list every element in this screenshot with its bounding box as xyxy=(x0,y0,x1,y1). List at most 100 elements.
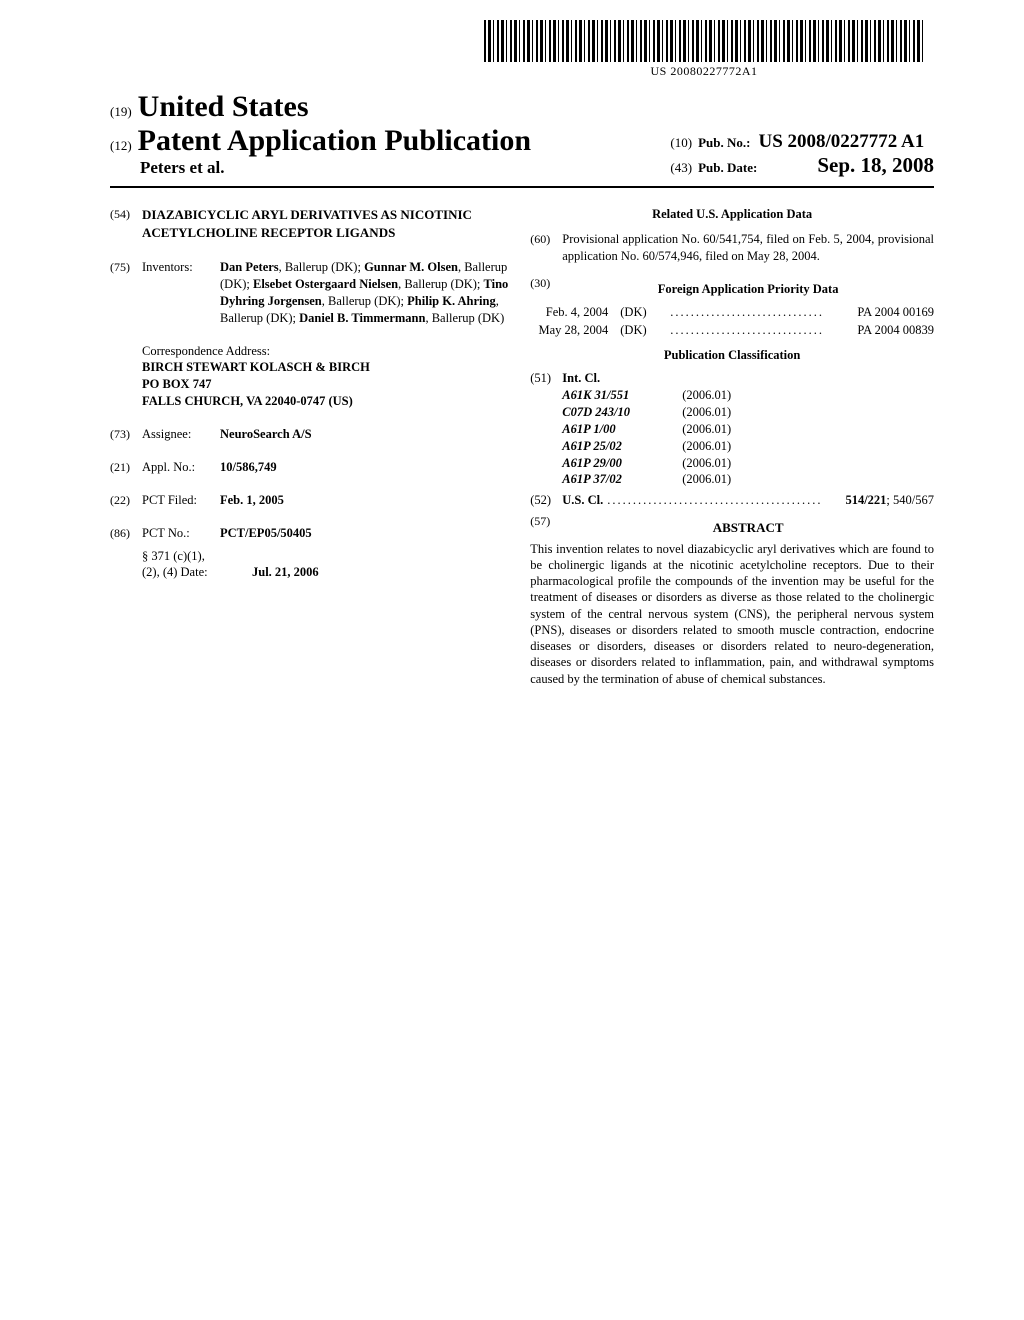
correspondence-name: BIRCH STEWART KOLASCH & BIRCH xyxy=(142,359,512,376)
foreign-row: Feb. 4, 2004(DK)........................… xyxy=(530,304,934,321)
abstract-title-row: (57) ABSTRACT xyxy=(530,513,934,541)
intcl-code: C07D 243/10 xyxy=(562,404,682,421)
code-30: (30) xyxy=(530,275,562,304)
intcl-list: A61K 31/551(2006.01)C07D 243/10(2006.01)… xyxy=(562,387,934,488)
code-22: (22) xyxy=(110,492,142,509)
code-57: (57) xyxy=(530,513,562,541)
header-block: (19) United States (12) Patent Applicati… xyxy=(110,90,934,188)
invention-title: DIAZABICYCLIC ARYL DERIVATIVES AS NICOTI… xyxy=(142,206,512,241)
s371-row: § 371 (c)(1), (2), (4) Date: Jul. 21, 20… xyxy=(110,548,512,582)
assignee-label: Assignee: xyxy=(142,426,220,443)
intcl-year: (2006.01) xyxy=(682,471,934,488)
publication-type: Patent Application Publication xyxy=(138,124,531,158)
foreign-country: (DK) xyxy=(620,322,670,339)
intcl-year: (2006.01) xyxy=(682,455,934,472)
intcl-item: A61P 29/00(2006.01) xyxy=(562,455,934,472)
code-12: (12) xyxy=(110,138,132,154)
code-75: (75) xyxy=(110,259,142,327)
foreign-date: May 28, 2004 xyxy=(530,322,620,339)
authors: Peters et al. xyxy=(140,158,531,178)
intcl-item: A61K 31/551(2006.01) xyxy=(562,387,934,404)
assignee-row: (73) Assignee: NeuroSearch A/S xyxy=(110,426,512,443)
country-title: United States xyxy=(138,90,309,124)
code-60: (60) xyxy=(530,231,562,265)
foreign-num: PA 2004 00169 xyxy=(824,304,934,321)
uscl-main: 514/221 xyxy=(845,492,886,509)
intcl-item: A61P 37/02(2006.01) xyxy=(562,471,934,488)
intcl-label: Int. Cl. xyxy=(562,370,934,387)
correspondence-po: PO BOX 747 xyxy=(142,376,512,393)
header-right: (10) Pub. No.: US 2008/0227772 A1 (43) P… xyxy=(670,131,934,178)
intcl-item: C07D 243/10(2006.01) xyxy=(562,404,934,421)
uscl-dots: ........................................… xyxy=(603,492,845,509)
code-19: (19) xyxy=(110,104,132,120)
foreign-title-row: (30) Foreign Application Priority Data xyxy=(530,275,934,304)
left-column: (54) DIAZABICYCLIC ARYL DERIVATIVES AS N… xyxy=(110,206,512,687)
foreign-dots: .............................. xyxy=(670,304,824,321)
applno-row: (21) Appl. No.: 10/586,749 xyxy=(110,459,512,476)
barcode-block: US 20080227772A1 xyxy=(484,20,924,79)
inventors-value: Dan Peters, Ballerup (DK); Gunnar M. Ols… xyxy=(220,259,512,327)
pctno-label: PCT No.: xyxy=(142,525,220,542)
intcl-year: (2006.01) xyxy=(682,421,934,438)
pubclass-title: Publication Classification xyxy=(530,347,934,364)
barcode-text: US 20080227772A1 xyxy=(484,64,924,79)
intcl-code: A61P 1/00 xyxy=(562,421,682,438)
header-left: (12) Patent Application Publication Pete… xyxy=(110,124,531,178)
code-51: (51) xyxy=(530,370,562,488)
barcode-graphic xyxy=(484,20,924,62)
correspondence-block: Correspondence Address: BIRCH STEWART KO… xyxy=(142,343,512,411)
abstract-text: This invention relates to novel diazabic… xyxy=(530,541,934,687)
foreign-rows: Feb. 4, 2004(DK)........................… xyxy=(530,304,934,340)
code-73: (73) xyxy=(110,426,142,443)
pub-no-value: US 2008/0227772 A1 xyxy=(758,131,924,153)
s371-label1: § 371 (c)(1), xyxy=(142,548,319,565)
pctfiled-value: Feb. 1, 2005 xyxy=(220,492,512,509)
header-row-1: (19) United States xyxy=(110,90,934,124)
intcl-item: A61P 1/00(2006.01) xyxy=(562,421,934,438)
pctfiled-label: PCT Filed: xyxy=(142,492,220,509)
assignee-value: NeuroSearch A/S xyxy=(220,426,512,443)
intcl-year: (2006.01) xyxy=(682,387,934,404)
pub-date-label: Pub. Date: xyxy=(698,160,757,176)
correspondence-city: FALLS CHURCH, VA 22040-0747 (US) xyxy=(142,393,512,410)
related-title: Related U.S. Application Data xyxy=(530,206,934,223)
pub-no-label: Pub. No.: xyxy=(698,135,750,151)
s371-labels: § 371 (c)(1), (2), (4) Date: Jul. 21, 20… xyxy=(142,548,319,582)
uscl-label: U.S. Cl. xyxy=(562,492,603,509)
pub-date-value: Sep. 18, 2008 xyxy=(817,153,934,178)
pctno-row: (86) PCT No.: PCT/EP05/50405 xyxy=(110,525,512,542)
intcl-body: Int. Cl. A61K 31/551(2006.01)C07D 243/10… xyxy=(562,370,934,488)
foreign-country: (DK) xyxy=(620,304,670,321)
s371-date: Jul. 21, 2006 xyxy=(252,564,319,581)
code-43: (43) xyxy=(670,160,692,176)
foreign-date: Feb. 4, 2004 xyxy=(530,304,620,321)
foreign-row: May 28, 2004(DK)........................… xyxy=(530,322,934,339)
foreign-title: Foreign Application Priority Data xyxy=(562,281,934,298)
applno-label: Appl. No.: xyxy=(142,459,220,476)
code-52: (52) xyxy=(530,492,562,509)
inventors-row: (75) Inventors: Dan Peters, Ballerup (DK… xyxy=(110,259,512,327)
title-section: (54) DIAZABICYCLIC ARYL DERIVATIVES AS N… xyxy=(110,206,512,241)
uscl-secondary: ; 540/567 xyxy=(886,492,934,509)
intcl-code: A61P 29/00 xyxy=(562,455,682,472)
pctno-value: PCT/EP05/50405 xyxy=(220,525,512,542)
pctfiled-row: (22) PCT Filed: Feb. 1, 2005 xyxy=(110,492,512,509)
intcl-year: (2006.01) xyxy=(682,404,934,421)
foreign-num: PA 2004 00839 xyxy=(824,322,934,339)
applno-value: 10/586,749 xyxy=(220,459,512,476)
patent-page: (19) United States (12) Patent Applicati… xyxy=(0,0,1024,687)
s371-label2: (2), (4) Date: xyxy=(142,564,252,581)
intcl-row: (51) Int. Cl. A61K 31/551(2006.01)C07D 2… xyxy=(530,370,934,488)
intcl-code: A61P 37/02 xyxy=(562,471,682,488)
uscl-row: (52) U.S. Cl. ..........................… xyxy=(530,492,934,509)
code-54: (54) xyxy=(110,206,142,241)
intcl-code: A61P 25/02 xyxy=(562,438,682,455)
body-columns: (54) DIAZABICYCLIC ARYL DERIVATIVES AS N… xyxy=(110,206,934,687)
abstract-title: ABSTRACT xyxy=(562,519,934,537)
right-column: Related U.S. Application Data (60) Provi… xyxy=(530,206,934,687)
intcl-year: (2006.01) xyxy=(682,438,934,455)
intcl-item: A61P 25/02(2006.01) xyxy=(562,438,934,455)
code-86: (86) xyxy=(110,525,142,542)
header-row-2: (12) Patent Application Publication Pete… xyxy=(110,124,934,178)
